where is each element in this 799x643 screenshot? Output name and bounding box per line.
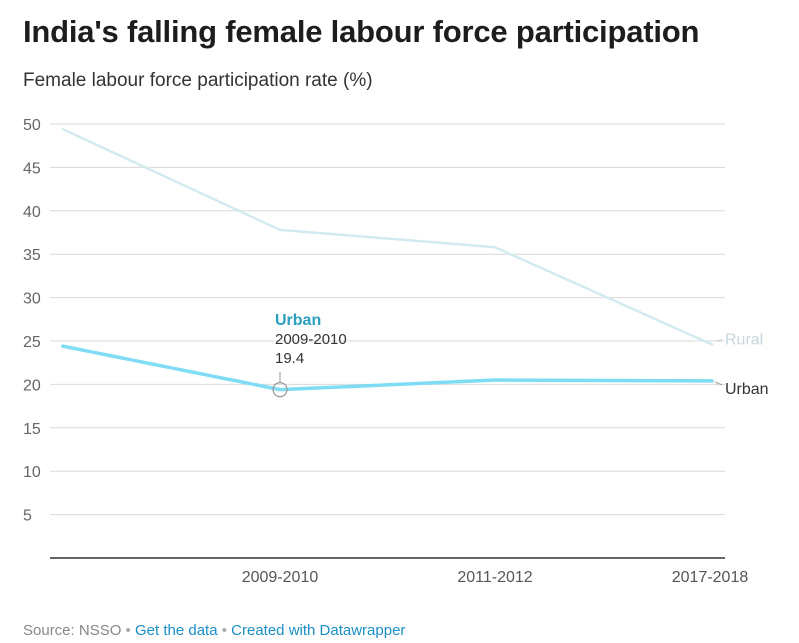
hover-tooltip: Urban 2009-2010 19.4 <box>275 311 347 368</box>
series-line-rural <box>61 127 714 346</box>
chart-subtitle: Female labour force participation rate (… <box>23 70 373 91</box>
series-line-urban <box>61 344 714 392</box>
chart-title: India's falling female labour force part… <box>23 14 700 49</box>
x-tick-label: 2009-2010 <box>242 569 319 586</box>
x-tick-label: 2017-2018 <box>672 569 749 586</box>
y-tick-label: 45 <box>23 160 41 177</box>
rural-leader-line <box>714 338 723 342</box>
y-tick-label: 50 <box>23 117 41 134</box>
tooltip-series-name: Urban <box>275 312 322 329</box>
y-tick-label: 40 <box>23 204 41 221</box>
source-credit: Source: NSSO <box>23 622 122 639</box>
datawrapper-link[interactable]: Created with Datawrapper <box>231 622 406 639</box>
tooltip-value: 19.4 <box>275 350 305 367</box>
urban-leader-line <box>714 381 723 386</box>
series-label-urban: Urban <box>725 381 769 398</box>
footer-separator: • <box>221 622 227 639</box>
y-tick-label: 5 <box>23 508 32 525</box>
y-tick-label: 25 <box>23 334 41 351</box>
get-data-link[interactable]: Get the data <box>134 622 218 639</box>
tooltip-period: 2009-2010 <box>275 331 347 348</box>
highlight-point-marker[interactable] <box>272 382 288 398</box>
y-tick-label: 15 <box>23 421 41 438</box>
y-tick-label: 35 <box>23 247 41 264</box>
y-tick-label: 30 <box>23 291 41 308</box>
x-tick-label: 2011-2012 <box>457 569 532 586</box>
series-label-rural: Rural <box>725 331 763 348</box>
footer-separator: • <box>125 622 131 639</box>
y-tick-label: 10 <box>23 464 41 481</box>
y-tick-label: 20 <box>23 377 41 394</box>
footer: Source: NSSO • Get the data • Created wi… <box>23 622 405 639</box>
